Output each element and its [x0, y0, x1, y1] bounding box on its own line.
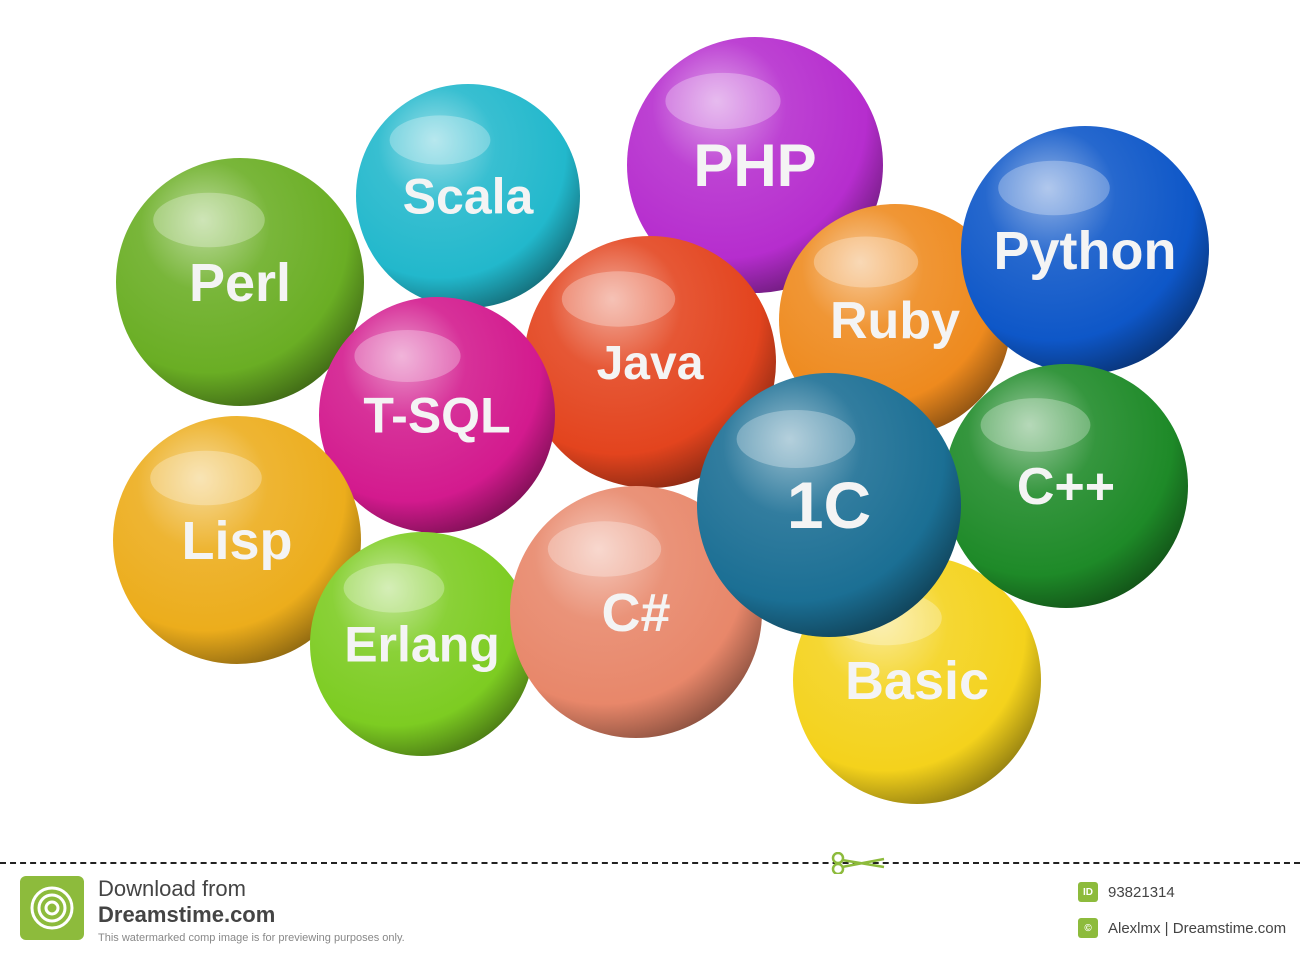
sphere-highlight — [547, 521, 662, 577]
preview-notice: This watermarked comp image is for previ… — [98, 932, 405, 944]
sphere-ball — [356, 84, 580, 308]
sphere-highlight — [813, 236, 919, 288]
sphere-php: PHP — [627, 37, 883, 293]
sphere-highlight — [980, 398, 1091, 452]
sphere-label-ruby: Ruby — [830, 292, 960, 350]
sphere-label-scala: Scala — [403, 169, 535, 225]
sphere-highlight — [354, 330, 461, 382]
sphere-t-sql: T-SQL — [319, 297, 555, 533]
spheres-scene: Scala PHP Perl Ruby Python Java T-SQL Lisp Erlan… — [113, 37, 1209, 804]
sphere-ball — [319, 297, 555, 533]
sphere-ball — [944, 364, 1188, 608]
sphere-label-1c: 1C — [787, 468, 871, 542]
sphere-label-php: PHP — [693, 132, 816, 199]
sphere-highlight — [561, 271, 676, 327]
scissors-icon — [831, 852, 885, 874]
sphere-ball — [116, 158, 364, 406]
brand-text: Dreamstime.com — [98, 902, 276, 927]
sphere-highlight — [153, 192, 265, 248]
author-text: Alexlmx | Dreamstime.com — [1108, 919, 1287, 937]
sphere-highlight — [736, 409, 856, 469]
sphere-label-lisp: Lisp — [181, 511, 292, 571]
sphere-label-c: C++ — [1017, 458, 1115, 516]
sphere-ball — [510, 486, 762, 738]
image-id-row: ID 93821314 — [1078, 882, 1175, 902]
sphere-highlight — [343, 563, 445, 613]
sphere-highlight — [389, 115, 491, 165]
sphere-ball — [113, 416, 361, 664]
download-text: Download from — [98, 876, 246, 901]
sphere-c: C++ — [944, 364, 1188, 608]
sphere-python: Python — [961, 126, 1209, 374]
cut-line — [0, 862, 1300, 864]
sphere-ball — [310, 532, 534, 756]
sphere-scala: Scala — [356, 84, 580, 308]
sphere-ball — [627, 37, 883, 293]
sphere-label-java: Java — [597, 337, 704, 390]
image-id-value: 93821314 — [1108, 883, 1175, 901]
sphere-label-perl: Perl — [189, 253, 291, 313]
sphere-label-python: Python — [994, 221, 1177, 281]
sphere-ball — [961, 126, 1209, 374]
dreamstime-logo-icon — [20, 876, 84, 940]
sphere-ball — [524, 236, 776, 488]
sphere-c: C# — [510, 486, 762, 738]
sphere-highlight — [665, 72, 781, 130]
sphere-java: Java — [524, 236, 776, 488]
watermark-footer: Download from Dreamstime.com This waterm… — [0, 852, 1300, 957]
id-badge: ID — [1078, 882, 1098, 902]
sphere-label-erlang: Erlang — [344, 617, 500, 673]
author-icon: © — [1078, 918, 1098, 938]
sphere-label-basic: Basic — [845, 651, 989, 711]
sphere-perl: Perl — [116, 158, 364, 406]
sphere-lisp: Lisp — [113, 416, 361, 664]
author-row: © Alexlmx | Dreamstime.com — [1078, 918, 1286, 938]
sphere-erlang: Erlang — [310, 532, 534, 756]
sphere-highlight — [998, 160, 1110, 216]
sphere-highlight — [150, 450, 262, 506]
sphere-ball — [697, 373, 961, 637]
sphere-label-t-sql: T-SQL — [363, 388, 510, 444]
sphere-1c: 1C — [697, 373, 961, 637]
sphere-label-c: C# — [601, 583, 670, 643]
